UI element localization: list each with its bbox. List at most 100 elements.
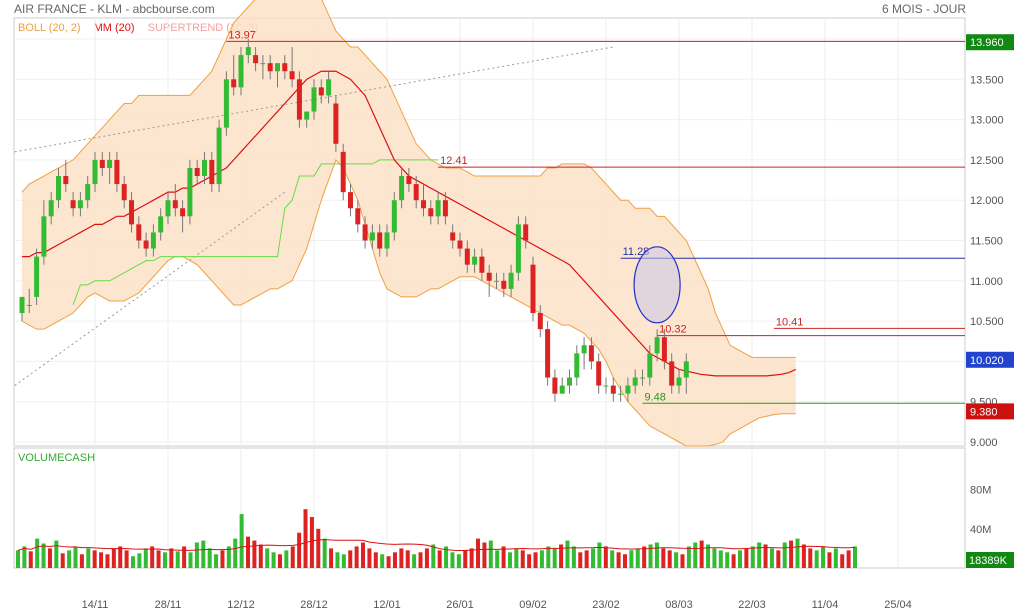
candle-body xyxy=(216,127,222,185)
volume-bar xyxy=(60,553,65,568)
candle-body xyxy=(647,353,653,378)
volume-bar xyxy=(821,546,826,568)
volume-bar xyxy=(131,556,136,568)
volume-bar xyxy=(539,550,544,568)
volume-bar xyxy=(182,546,187,568)
candle-body xyxy=(413,184,419,201)
volume-bar xyxy=(150,546,155,568)
volume-bar xyxy=(246,536,251,568)
candle-body xyxy=(70,200,76,209)
y-tick-label: 11.000 xyxy=(970,276,1003,288)
candle-body xyxy=(399,176,405,201)
volume-bar xyxy=(597,542,602,568)
volume-bar xyxy=(105,554,110,568)
candle-body xyxy=(486,272,492,281)
candle-body xyxy=(136,224,142,241)
volume-bar xyxy=(808,548,813,568)
candle-body xyxy=(567,377,572,386)
candle-body xyxy=(669,361,675,386)
candle-body xyxy=(530,264,536,314)
volume-bar xyxy=(322,538,327,568)
candle-body xyxy=(85,184,91,201)
candle-body xyxy=(114,159,120,185)
volume-bar xyxy=(789,540,794,568)
volume-bar xyxy=(258,544,263,568)
candle-body xyxy=(77,200,83,209)
price-badge xyxy=(966,351,1014,368)
x-tick-label: 25/04 xyxy=(884,599,912,611)
volume-bar xyxy=(488,540,493,568)
candle-body xyxy=(99,159,105,168)
volume-bar xyxy=(316,528,321,568)
candle-body xyxy=(311,87,317,112)
x-tick-label: 28/11 xyxy=(155,599,182,611)
volume-bar xyxy=(546,546,551,568)
volume-bar xyxy=(437,550,442,568)
period-label[interactable]: 6 MOIS - JOUR xyxy=(881,2,966,16)
volume-bar xyxy=(335,552,340,568)
volume-bar xyxy=(16,550,20,568)
candle-body xyxy=(41,216,47,257)
candle-body xyxy=(559,385,565,394)
volume-bar xyxy=(693,542,698,568)
volume-bar xyxy=(622,554,627,568)
candle-body xyxy=(479,256,485,273)
y-tick-label: 13.500 xyxy=(970,74,1004,86)
volume-bar xyxy=(86,548,91,568)
candle-body xyxy=(348,192,353,209)
candle-body xyxy=(209,159,215,185)
candle-body xyxy=(391,200,397,233)
volume-bar xyxy=(782,542,787,568)
volume-bar xyxy=(578,552,583,568)
candle-body xyxy=(245,47,251,56)
volume-bar xyxy=(495,550,500,568)
volume-bar xyxy=(527,554,532,568)
x-tick-label: 11/04 xyxy=(812,599,839,611)
legend-mm[interactable]: MM (20) xyxy=(93,22,135,34)
volume-bar xyxy=(92,550,97,568)
candle-body xyxy=(683,361,689,378)
y-tick-label: 13.000 xyxy=(970,115,1004,127)
volume-bar xyxy=(814,550,819,568)
volume-bar xyxy=(667,550,672,568)
candle-body xyxy=(165,200,171,217)
candle-body xyxy=(377,232,383,249)
candle-body xyxy=(654,337,660,354)
candle-body xyxy=(238,55,244,88)
volume-bar xyxy=(303,509,308,568)
volume-bar xyxy=(99,552,104,568)
candle-body xyxy=(282,63,288,72)
volume-bar xyxy=(290,546,295,568)
candle-body xyxy=(508,272,514,289)
volume-bar xyxy=(373,552,378,568)
volume-bar xyxy=(188,552,193,568)
volume-bar xyxy=(67,550,72,568)
candle-body xyxy=(202,159,207,177)
volume-bar xyxy=(367,548,372,568)
annotation-label: 10.32 xyxy=(659,324,687,336)
candle-body xyxy=(180,208,186,217)
candle-body xyxy=(610,385,616,394)
price-badge-label: 13.960 xyxy=(970,37,1004,49)
volume-bar xyxy=(744,548,749,568)
candle-body xyxy=(34,256,40,297)
volume-bar xyxy=(559,544,564,568)
y-tick-label: 12.500 xyxy=(970,155,1004,167)
candle-body xyxy=(552,377,558,394)
candle-body xyxy=(406,176,412,185)
volume-bar xyxy=(731,554,736,568)
volume-bar xyxy=(654,542,659,568)
volume-bar xyxy=(201,540,206,568)
y-tick-label: 10.500 xyxy=(970,316,1004,328)
volume-bar xyxy=(47,548,52,568)
volume-bar xyxy=(341,554,346,568)
candle-body xyxy=(464,248,470,265)
annotation-label: 12.41 xyxy=(440,155,468,167)
legend-boll[interactable]: BOLL (20, 2) xyxy=(18,22,81,34)
volume-bar xyxy=(763,544,768,568)
volume-bar xyxy=(846,550,851,568)
volume-bar xyxy=(635,548,640,568)
candle-body xyxy=(676,377,682,386)
candle-body xyxy=(187,167,193,217)
